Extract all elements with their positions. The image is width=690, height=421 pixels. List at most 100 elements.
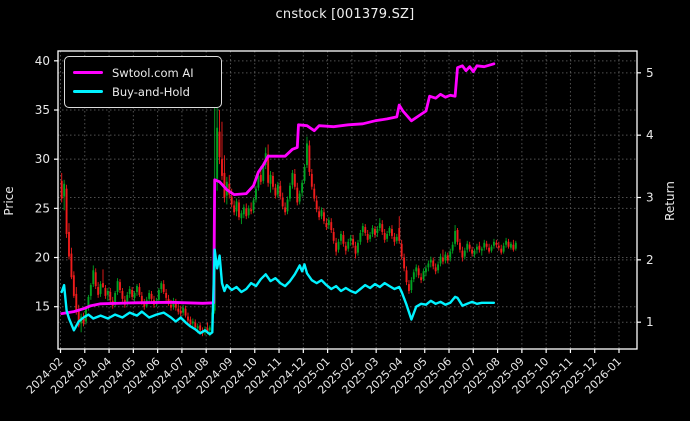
candle-body [72, 275, 75, 296]
candle-body [361, 226, 364, 232]
x-tick-labels: 2024-022024-032024-042024-052024-062024-… [24, 355, 624, 397]
buyhold-line-swatch [73, 89, 103, 94]
candle-body [327, 220, 330, 226]
candle-body [65, 188, 68, 234]
candle-body [63, 183, 66, 197]
candle-body [298, 193, 301, 202]
price-tick-label: 40 [35, 54, 50, 68]
return-axis-label: Return [663, 181, 677, 221]
price-tick-label: 25 [35, 201, 50, 215]
candle-body [437, 264, 440, 271]
candle-body [296, 187, 299, 203]
price-tick-label: 35 [35, 103, 50, 117]
return-tick-label: 3 [646, 191, 654, 205]
candle-body [403, 257, 406, 269]
candle-body [412, 272, 415, 280]
candle-body [374, 229, 376, 235]
candle-body [442, 257, 444, 262]
candle-body [238, 202, 240, 218]
candle-body [512, 244, 515, 250]
legend[interactable]: Swtool.com AI Buy-and-Hold [64, 56, 222, 108]
candle-body [170, 304, 172, 308]
candle-body [94, 272, 97, 287]
candle-body [89, 285, 92, 296]
candle-body [230, 196, 233, 205]
legend-item-buyhold[interactable]: Buy-and-Hold [73, 82, 211, 101]
candle-body [388, 228, 391, 233]
candle-body [242, 207, 245, 215]
candle-body [468, 244, 471, 249]
candle-body [68, 231, 70, 257]
candle-body [281, 197, 284, 207]
candle-body [114, 292, 117, 305]
candle-body [70, 253, 73, 278]
plot-border [57, 50, 638, 350]
candle-body [320, 210, 323, 217]
candle-body [500, 248, 503, 253]
candle-body [463, 250, 466, 257]
candle-body [121, 290, 124, 299]
candle-body [475, 246, 478, 250]
candle-body [250, 209, 253, 212]
candle-body [221, 159, 223, 176]
candle-body [235, 201, 238, 212]
candle-body [119, 282, 121, 290]
candle-body [490, 246, 493, 251]
candle-body [196, 326, 199, 329]
candle-body [410, 280, 413, 290]
candle-body [417, 268, 420, 276]
legend-item-ai[interactable]: Swtool.com AI [73, 63, 211, 82]
candle-body [106, 290, 109, 295]
candle-body [301, 182, 304, 193]
candle-body [485, 243, 488, 247]
candle-body [189, 319, 192, 325]
candle-body [439, 256, 442, 264]
candle-body [337, 241, 340, 250]
candle-body [366, 233, 369, 240]
candle-body [335, 242, 338, 252]
candle-body [140, 295, 143, 302]
candle-body [184, 308, 187, 316]
legend-label-buyhold: Buy-and-Hold [112, 84, 190, 99]
candle-body [505, 240, 508, 245]
candle-body [179, 310, 182, 314]
candle-body [473, 250, 476, 255]
candle-body [77, 309, 80, 326]
candle-body [415, 267, 418, 272]
ai-line-swatch [73, 70, 103, 75]
candle-body [182, 307, 185, 313]
candle-body [109, 291, 112, 300]
candle-body [174, 301, 177, 308]
candle-body [262, 166, 265, 181]
candle-body [420, 277, 423, 281]
price-tick-label: 30 [35, 152, 50, 166]
candle-body [128, 289, 131, 294]
candle-body [449, 251, 452, 259]
candle-body [313, 188, 316, 199]
candle-body [446, 255, 449, 261]
candle-body [308, 145, 311, 172]
candle-body [507, 241, 510, 247]
candle-body [116, 281, 119, 292]
candle-body [425, 268, 427, 273]
candle-body [344, 245, 347, 251]
candle-body [157, 289, 160, 300]
candle-body [92, 270, 95, 285]
return-tick-label: 4 [646, 128, 654, 142]
candle-body [400, 243, 403, 257]
candle-body [509, 243, 512, 248]
candle-body [272, 175, 274, 187]
candle-body [143, 302, 146, 307]
candle-body [364, 227, 367, 233]
candle-body [332, 231, 335, 241]
candle-body [325, 223, 328, 228]
candle-body [206, 328, 209, 332]
buy-hold-return-line [60, 248, 496, 336]
candle-body [444, 254, 447, 261]
candle-body [386, 233, 389, 239]
price-tick-label: 20 [35, 251, 50, 265]
candle-body [352, 238, 355, 245]
candle-body [395, 236, 398, 241]
candle-body [165, 292, 168, 298]
